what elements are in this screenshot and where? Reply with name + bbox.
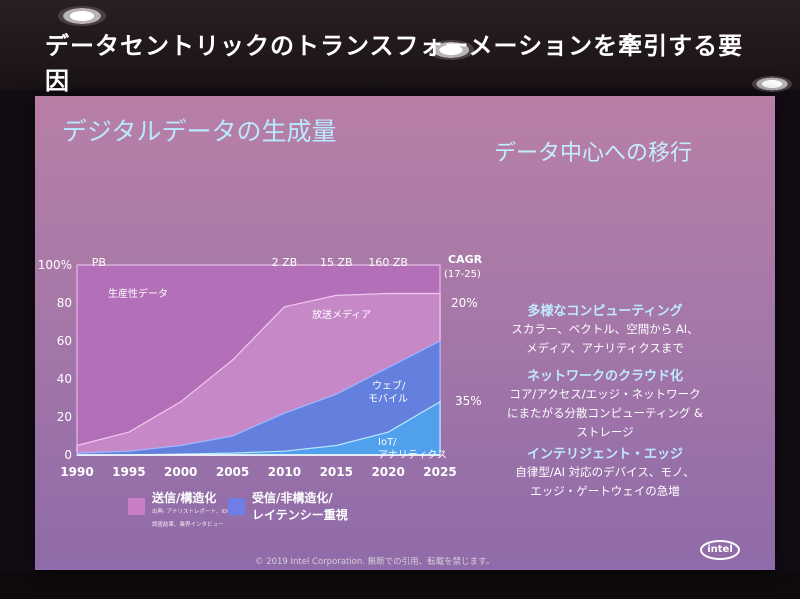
ceiling	[0, 0, 800, 90]
section-body-line: 自律型/AI 対応のデバイス、モノ、	[515, 465, 695, 479]
series-label-iot: IoT/	[378, 437, 397, 448]
legend-swatch	[228, 498, 245, 515]
section-network-cloud: ネットワークのクラウド化 コア/アクセス/エッジ・ネットワーク にまたがる分散コ…	[480, 365, 730, 441]
series-label-productivity: 生産性データ	[108, 287, 168, 300]
section-heading: ネットワークのクラウド化	[526, 369, 683, 384]
section-body-line: メディア、アナリティクスまで	[526, 341, 684, 355]
volume-annotation: 15 ZB	[320, 256, 353, 269]
section-body-line: エッジ・ゲートウェイの急増	[530, 484, 680, 498]
area-series-2	[76, 340, 441, 456]
x-tick-label: 2000	[164, 465, 197, 479]
x-tick-label: 2010	[268, 465, 301, 479]
section-body-line: コア/アクセス/エッジ・ネットワーク	[509, 387, 701, 401]
room-floor	[0, 570, 800, 599]
legend-label: レイテンシー重視	[252, 508, 348, 522]
x-tick-label: 1990	[60, 465, 93, 479]
y-tick-label: 0	[64, 448, 72, 462]
x-tick-label: 2015	[320, 465, 353, 479]
series-label-iot: アナリティクス	[378, 449, 447, 461]
x-tick-label: 1995	[112, 465, 145, 479]
x-tick-label: 2020	[371, 465, 404, 479]
section-body-line: ストレージ	[576, 425, 634, 439]
cagr-value: 20%	[451, 296, 478, 310]
section-diverse-computing: 多様なコンピューティング スカラー、ベクトル、空間から AI、 メディア、アナリ…	[480, 300, 730, 357]
slide-title: データセントリックのトランスフォーメーションを牽引する要因	[45, 32, 744, 95]
series-label-web: モバイル	[368, 393, 408, 405]
x-tick-label: 2005	[216, 465, 249, 479]
ceiling-light	[428, 40, 474, 60]
legend-label: 受信/非構造化/	[252, 491, 333, 505]
y-tick-label: 100%	[38, 258, 72, 272]
copyright-footer: © 2019 Intel Corporation. 無断での引用、転載を禁じます…	[255, 557, 495, 567]
cagr-header-range: (17-25)	[444, 269, 481, 280]
series-label-broadcast: 放送メディア	[312, 308, 371, 321]
legend-source-note: 出典: アナリストレポート、IDC	[152, 509, 232, 515]
volume-annotation: PB	[92, 256, 106, 269]
chart-title: デジタルデータの生成量	[62, 117, 337, 146]
intel-logo: intel	[700, 540, 740, 560]
legend-swatch	[128, 498, 145, 515]
section-heading: インテリジェント・エッジ	[526, 447, 683, 462]
x-tick-label: 2025	[423, 465, 456, 479]
section-body-line: にまたがる分散コンピューティング &	[507, 406, 703, 420]
volume-annotation: 2 ZB	[272, 256, 298, 269]
y-tick-label: 20	[57, 410, 72, 424]
legend-label: 送信/構造化	[152, 491, 217, 505]
series-label-web: ウェブ/	[372, 379, 406, 392]
volume-annotation: 160 ZB	[368, 256, 408, 269]
section-intelligent-edge: インテリジェント・エッジ 自律型/AI 対応のデバイス、モノ、 エッジ・ゲートウ…	[480, 443, 730, 500]
ceiling-light	[58, 6, 106, 26]
y-tick-label: 40	[57, 372, 72, 386]
section-body-line: スカラー、ベクトル、空間から AI、	[511, 322, 699, 336]
y-tick-label: 80	[57, 296, 72, 310]
cagr-header: CAGR	[448, 253, 483, 266]
y-tick-label: 60	[57, 334, 72, 348]
ceiling-light	[752, 76, 792, 92]
legend-source-note: 調査結果、業界インタビュー	[152, 522, 224, 528]
right-panel-heading: データ中心への移行	[494, 141, 693, 166]
section-heading: 多様なコンピューティング	[527, 304, 683, 319]
cagr-value: 35%	[455, 394, 482, 408]
